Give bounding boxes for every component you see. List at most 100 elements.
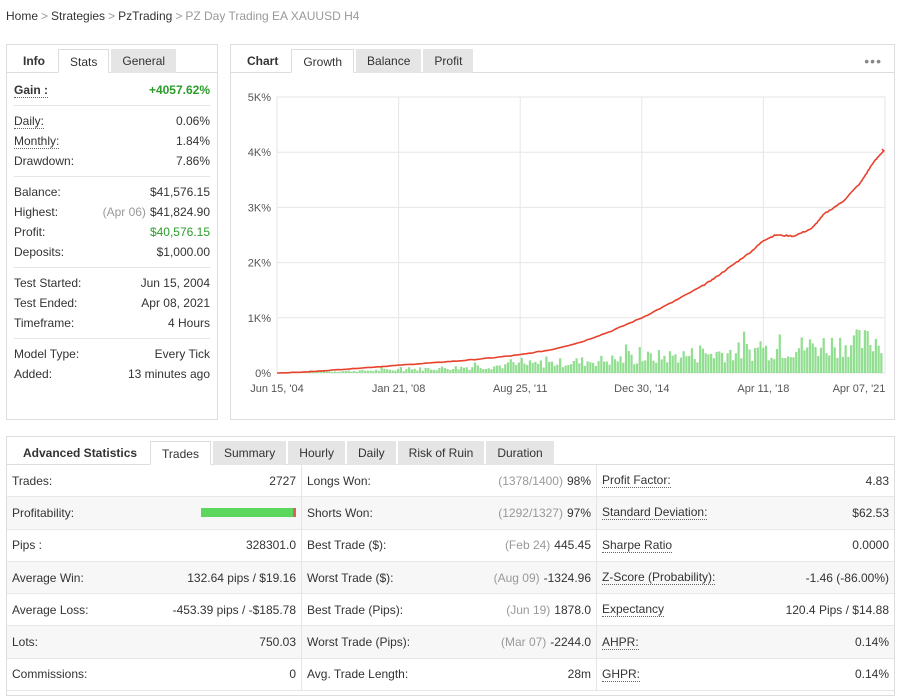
volume-bar	[789, 357, 792, 373]
drawdown-label: Drawdown:	[14, 154, 75, 168]
pips-label: Pips :	[12, 538, 43, 553]
volume-bar	[372, 370, 375, 373]
volume-bar	[498, 365, 501, 373]
stat-model-type: Model Type: Every Tick	[14, 344, 210, 364]
ghpr-label[interactable]: GHPR:	[602, 666, 641, 682]
volume-bar	[786, 356, 790, 373]
volume-bar	[819, 347, 823, 373]
tab-growth[interactable]: Growth	[291, 49, 355, 73]
volume-bar	[454, 366, 457, 373]
x-tick-label: Jan 21, '08	[372, 383, 425, 395]
avg-trade-length-value: 28m	[567, 667, 591, 682]
tab-chart[interactable]: Chart	[247, 54, 279, 68]
volume-bar	[767, 360, 770, 373]
volume-bar	[762, 347, 765, 373]
tab-general[interactable]: General	[111, 49, 177, 73]
tab-summary[interactable]: Summary	[212, 441, 287, 465]
tab-risk-of-ruin[interactable]: Risk of Ruin	[397, 441, 485, 465]
chart-tabbar: Chart Growth Balance Profit	[231, 45, 894, 73]
stat-balance: Balance: $41,576.15	[14, 182, 210, 202]
monthly-label[interactable]: Monthly:	[14, 133, 60, 149]
average-win-label: Average Win:	[12, 570, 84, 585]
volume-bar	[751, 360, 754, 373]
stats-rate-group: Daily: 0.06% Monthly: 1.84% Drawdown: 7.…	[14, 106, 210, 177]
volume-bar	[602, 361, 606, 373]
tab-daily[interactable]: Daily	[346, 441, 396, 465]
volume-bar	[322, 370, 326, 373]
volume-bar	[619, 356, 622, 373]
tab-hourly[interactable]: Hourly	[288, 441, 345, 465]
timeframe-value: 4 Hours	[167, 316, 210, 330]
tab-balance[interactable]: Balance	[356, 49, 422, 73]
volume-bar	[712, 358, 715, 373]
ahpr-label[interactable]: AHPR:	[602, 634, 639, 650]
worst-trade-pips-date: (Mar 07)	[500, 635, 547, 650]
volume-bars	[279, 329, 883, 373]
volume-bar	[388, 369, 392, 373]
volume-bar	[652, 360, 655, 373]
gain-label[interactable]: Gain :	[14, 82, 49, 98]
volume-bar	[564, 365, 567, 373]
volume-bar	[852, 335, 855, 373]
tab-profit[interactable]: Profit	[423, 49, 474, 73]
model-type-value: Every Tick	[154, 347, 210, 361]
volume-bar	[531, 362, 534, 373]
standard-deviation-label[interactable]: Standard Deviation:	[602, 505, 708, 521]
profitability-label: Profitability:	[12, 505, 75, 520]
tab-trades[interactable]: Trades	[150, 441, 211, 465]
chart-grid	[276, 96, 886, 374]
volume-bar	[432, 369, 435, 373]
volume-bar	[836, 357, 839, 373]
volume-bar	[572, 360, 575, 373]
volume-bar	[344, 370, 348, 373]
volume-bar	[696, 362, 699, 373]
volume-bar	[830, 337, 834, 373]
tab-info[interactable]: Info	[23, 54, 45, 68]
more-options-icon[interactable]: •••	[864, 53, 882, 69]
volume-bar	[874, 338, 877, 373]
volume-bar	[410, 369, 413, 373]
volume-bar	[825, 353, 828, 373]
volume-bar	[828, 355, 831, 373]
worst-trade-pips-value-wrap: (Mar 07) -2244.0	[501, 635, 591, 649]
expectancy-label[interactable]: Expectancy	[602, 602, 665, 618]
volume-bar	[690, 348, 694, 373]
model-type-label: Model Type:	[14, 347, 80, 361]
y-tick-label: 4K%	[248, 147, 271, 159]
volume-bar	[778, 334, 781, 373]
volume-bar	[462, 367, 466, 373]
volume-bar	[679, 357, 683, 373]
volume-bar	[333, 371, 337, 373]
tab-stats[interactable]: Stats	[58, 49, 110, 73]
volume-bar	[764, 345, 768, 373]
profit-factor-label[interactable]: Profit Factor:	[602, 473, 671, 489]
breadcrumb-strategies[interactable]: Strategies	[51, 9, 106, 23]
table-row: Average Loss: -453.39 pips / -$185.78	[7, 594, 301, 627]
volume-bar	[797, 348, 801, 373]
volume-bar	[468, 369, 471, 373]
table-row: AHPR: 0.14%	[597, 626, 894, 659]
z-score-label[interactable]: Z-Score (Probability):	[602, 570, 716, 586]
daily-label[interactable]: Daily:	[14, 113, 45, 129]
volume-bar	[408, 367, 411, 373]
volume-bar	[770, 357, 773, 373]
breadcrumb-vendor[interactable]: PzTrading	[118, 9, 173, 23]
x-tick-label: Aug 25, '11	[493, 383, 548, 395]
breadcrumb-home[interactable]: Home	[6, 9, 39, 23]
volume-bar	[817, 355, 820, 373]
volume-bar	[721, 353, 724, 373]
table-row: Standard Deviation: $62.53	[597, 497, 894, 530]
volume-bar	[405, 369, 408, 373]
average-win-value: 132.64 pips / $19.16	[187, 570, 296, 585]
deposits-label: Deposits:	[14, 245, 65, 259]
volume-bar	[449, 369, 452, 373]
x-tick-label: Jun 15, '04	[250, 383, 303, 395]
volume-bar	[622, 362, 625, 373]
volume-bar	[850, 345, 853, 373]
tab-advanced-statistics[interactable]: Advanced Statistics	[23, 446, 138, 460]
tab-duration[interactable]: Duration	[486, 441, 554, 465]
volume-bar	[861, 348, 864, 373]
volume-bar	[808, 339, 812, 373]
sharpe-ratio-label[interactable]: Sharpe Ratio	[602, 537, 673, 553]
volume-bar	[811, 343, 814, 373]
